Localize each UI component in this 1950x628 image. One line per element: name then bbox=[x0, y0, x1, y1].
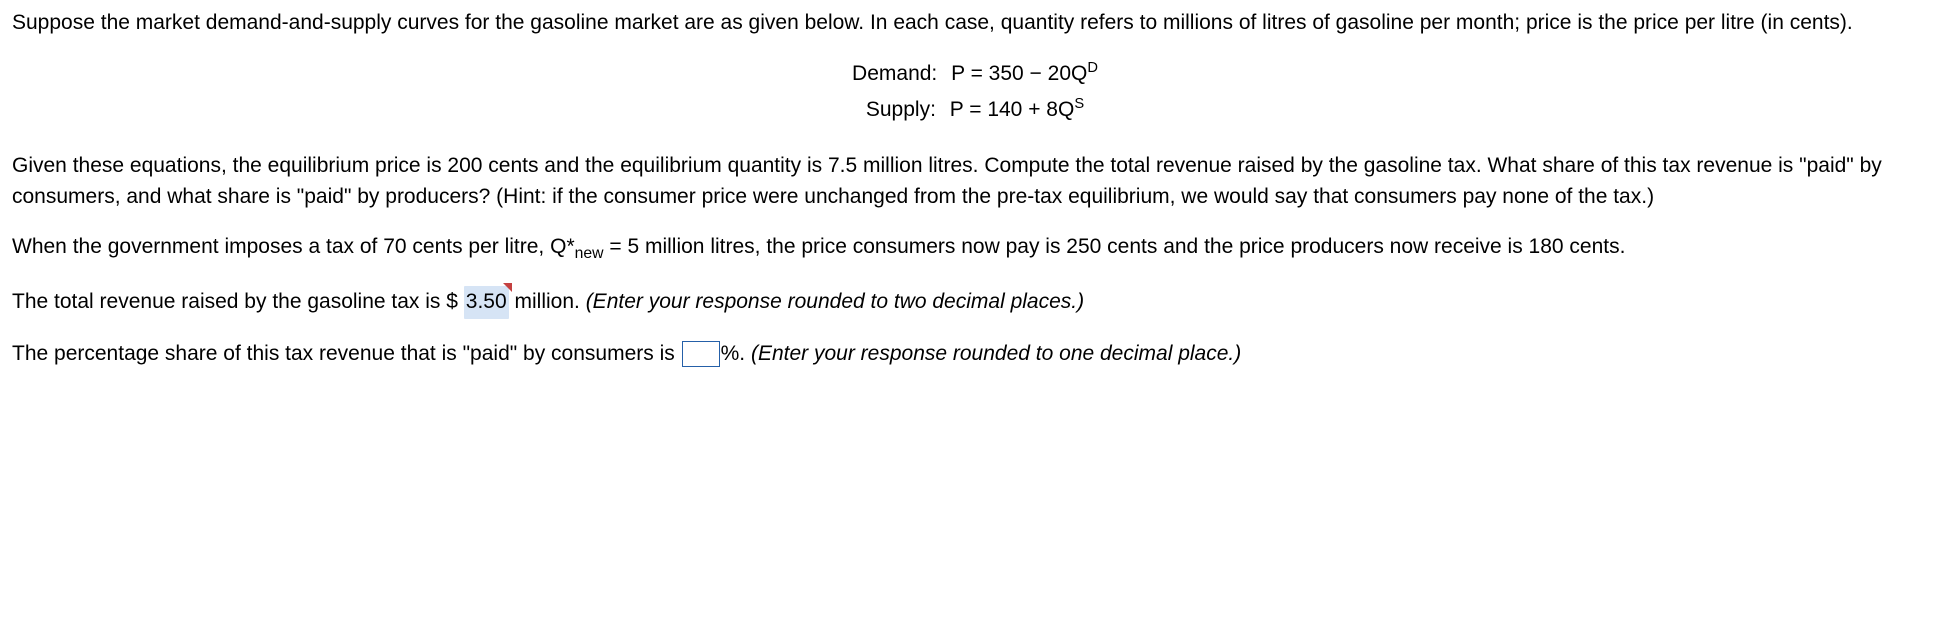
consumer-hint: (Enter your response rounded to one deci… bbox=[751, 342, 1241, 365]
supply-label: Supply: bbox=[866, 95, 936, 125]
demand-expression: P = 350 − 20QD bbox=[951, 58, 1098, 89]
consumer-pre-text: The percentage share of this tax revenue… bbox=[12, 342, 681, 365]
supply-equation: Supply: P = 140 + 8QS bbox=[12, 94, 1938, 125]
consumer-share-input[interactable] bbox=[682, 341, 720, 367]
revenue-answer-field[interactable]: 3.50 bbox=[464, 286, 509, 318]
tax-post-text: = 5 million litres, the price consumers … bbox=[604, 235, 1626, 258]
tax-pre-text: When the government imposes a tax of 70 … bbox=[12, 235, 575, 258]
q-new-subscript: new bbox=[575, 245, 604, 262]
revenue-answer-value: 3.50 bbox=[466, 290, 507, 313]
intro-text: Suppose the market demand-and-supply cur… bbox=[12, 11, 1853, 34]
revenue-post-text: million. bbox=[509, 290, 586, 313]
tax-info-paragraph: When the government imposes a tax of 70 … bbox=[12, 232, 1938, 266]
revenue-hint: (Enter your response rounded to two deci… bbox=[586, 290, 1084, 313]
question-text: Given these equations, the equilibrium p… bbox=[12, 154, 1882, 207]
intro-paragraph: Suppose the market demand-and-supply cur… bbox=[12, 8, 1938, 38]
equations-block: Demand: P = 350 − 20QD Supply: P = 140 +… bbox=[12, 58, 1938, 125]
consumer-post-text: %. bbox=[721, 342, 751, 365]
revenue-answer-paragraph: The total revenue raised by the gasoline… bbox=[12, 286, 1938, 318]
demand-superscript: D bbox=[1087, 60, 1098, 76]
consumer-share-paragraph: The percentage share of this tax revenue… bbox=[12, 339, 1938, 369]
supply-superscript: S bbox=[1074, 96, 1084, 112]
question-paragraph: Given these equations, the equilibrium p… bbox=[12, 151, 1938, 212]
supply-expr-pre: P = 140 + 8Q bbox=[950, 98, 1075, 121]
answer-marker-icon bbox=[503, 283, 512, 292]
demand-label: Demand: bbox=[852, 59, 937, 89]
revenue-pre-text: The total revenue raised by the gasoline… bbox=[12, 290, 464, 313]
supply-expression: P = 140 + 8QS bbox=[950, 94, 1084, 125]
demand-expr-pre: P = 350 − 20Q bbox=[951, 62, 1087, 85]
demand-equation: Demand: P = 350 − 20QD bbox=[12, 58, 1938, 89]
